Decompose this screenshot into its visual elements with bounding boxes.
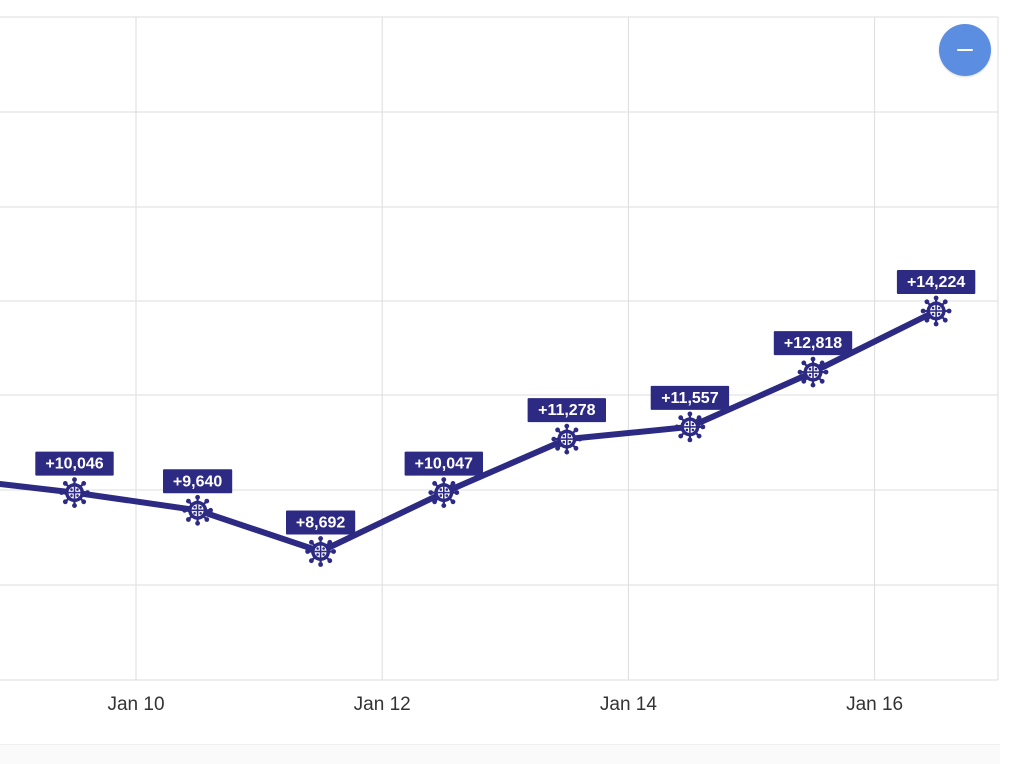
data-label-text: +10,047 <box>415 456 473 473</box>
virus-icon <box>797 356 829 388</box>
bottom-strip <box>0 744 1000 764</box>
x-tick-label: Jan 10 <box>107 694 164 715</box>
data-labels: +10,046 +9,640 +8,692 +10,047 +11,278 +11,557… <box>35 270 976 535</box>
data-label: +9,640 <box>163 469 233 494</box>
virus-icon <box>551 423 583 455</box>
data-label: +14,224 <box>896 270 976 294</box>
x-axis-ticks: Jan 10 Jan 12 Jan 14 Jan 16 <box>107 694 903 715</box>
data-label: +12,818 <box>773 331 853 356</box>
data-label-background <box>527 398 606 423</box>
virus-icon <box>59 477 90 508</box>
data-label-background <box>404 451 483 476</box>
data-label: +11,278 <box>527 398 606 423</box>
data-label-text: +14,224 <box>907 274 965 291</box>
x-tick-label: Jan 12 <box>354 694 411 715</box>
virus-icon <box>920 295 952 327</box>
data-label-text: +11,557 <box>661 390 719 407</box>
data-label-text: +10,046 <box>45 456 103 473</box>
data-label: +11,557 <box>650 385 730 410</box>
virus-icon <box>182 494 213 526</box>
data-label-background <box>163 469 233 494</box>
data-label-background <box>286 510 356 535</box>
data-label-background <box>896 270 976 294</box>
virus-icon <box>428 477 460 508</box>
data-label-text: +8,692 <box>296 515 345 532</box>
data-label: +10,046 <box>35 451 114 476</box>
data-label-background <box>35 451 114 476</box>
x-tick-label: Jan 14 <box>600 694 657 715</box>
data-label-text: +11,278 <box>538 402 596 419</box>
data-label-background <box>773 331 853 356</box>
data-label: +8,692 <box>286 510 356 535</box>
minus-icon <box>957 49 973 51</box>
virus-icon <box>305 536 336 567</box>
data-label-text: +9,640 <box>173 473 222 490</box>
data-points <box>59 295 952 567</box>
data-label-background <box>650 385 730 410</box>
x-tick-label: Jan 16 <box>846 694 903 715</box>
virus-icon <box>674 411 706 443</box>
zoom-out-button[interactable] <box>939 24 991 76</box>
data-label-text: +12,818 <box>784 335 842 352</box>
data-label: +10,047 <box>404 451 483 476</box>
